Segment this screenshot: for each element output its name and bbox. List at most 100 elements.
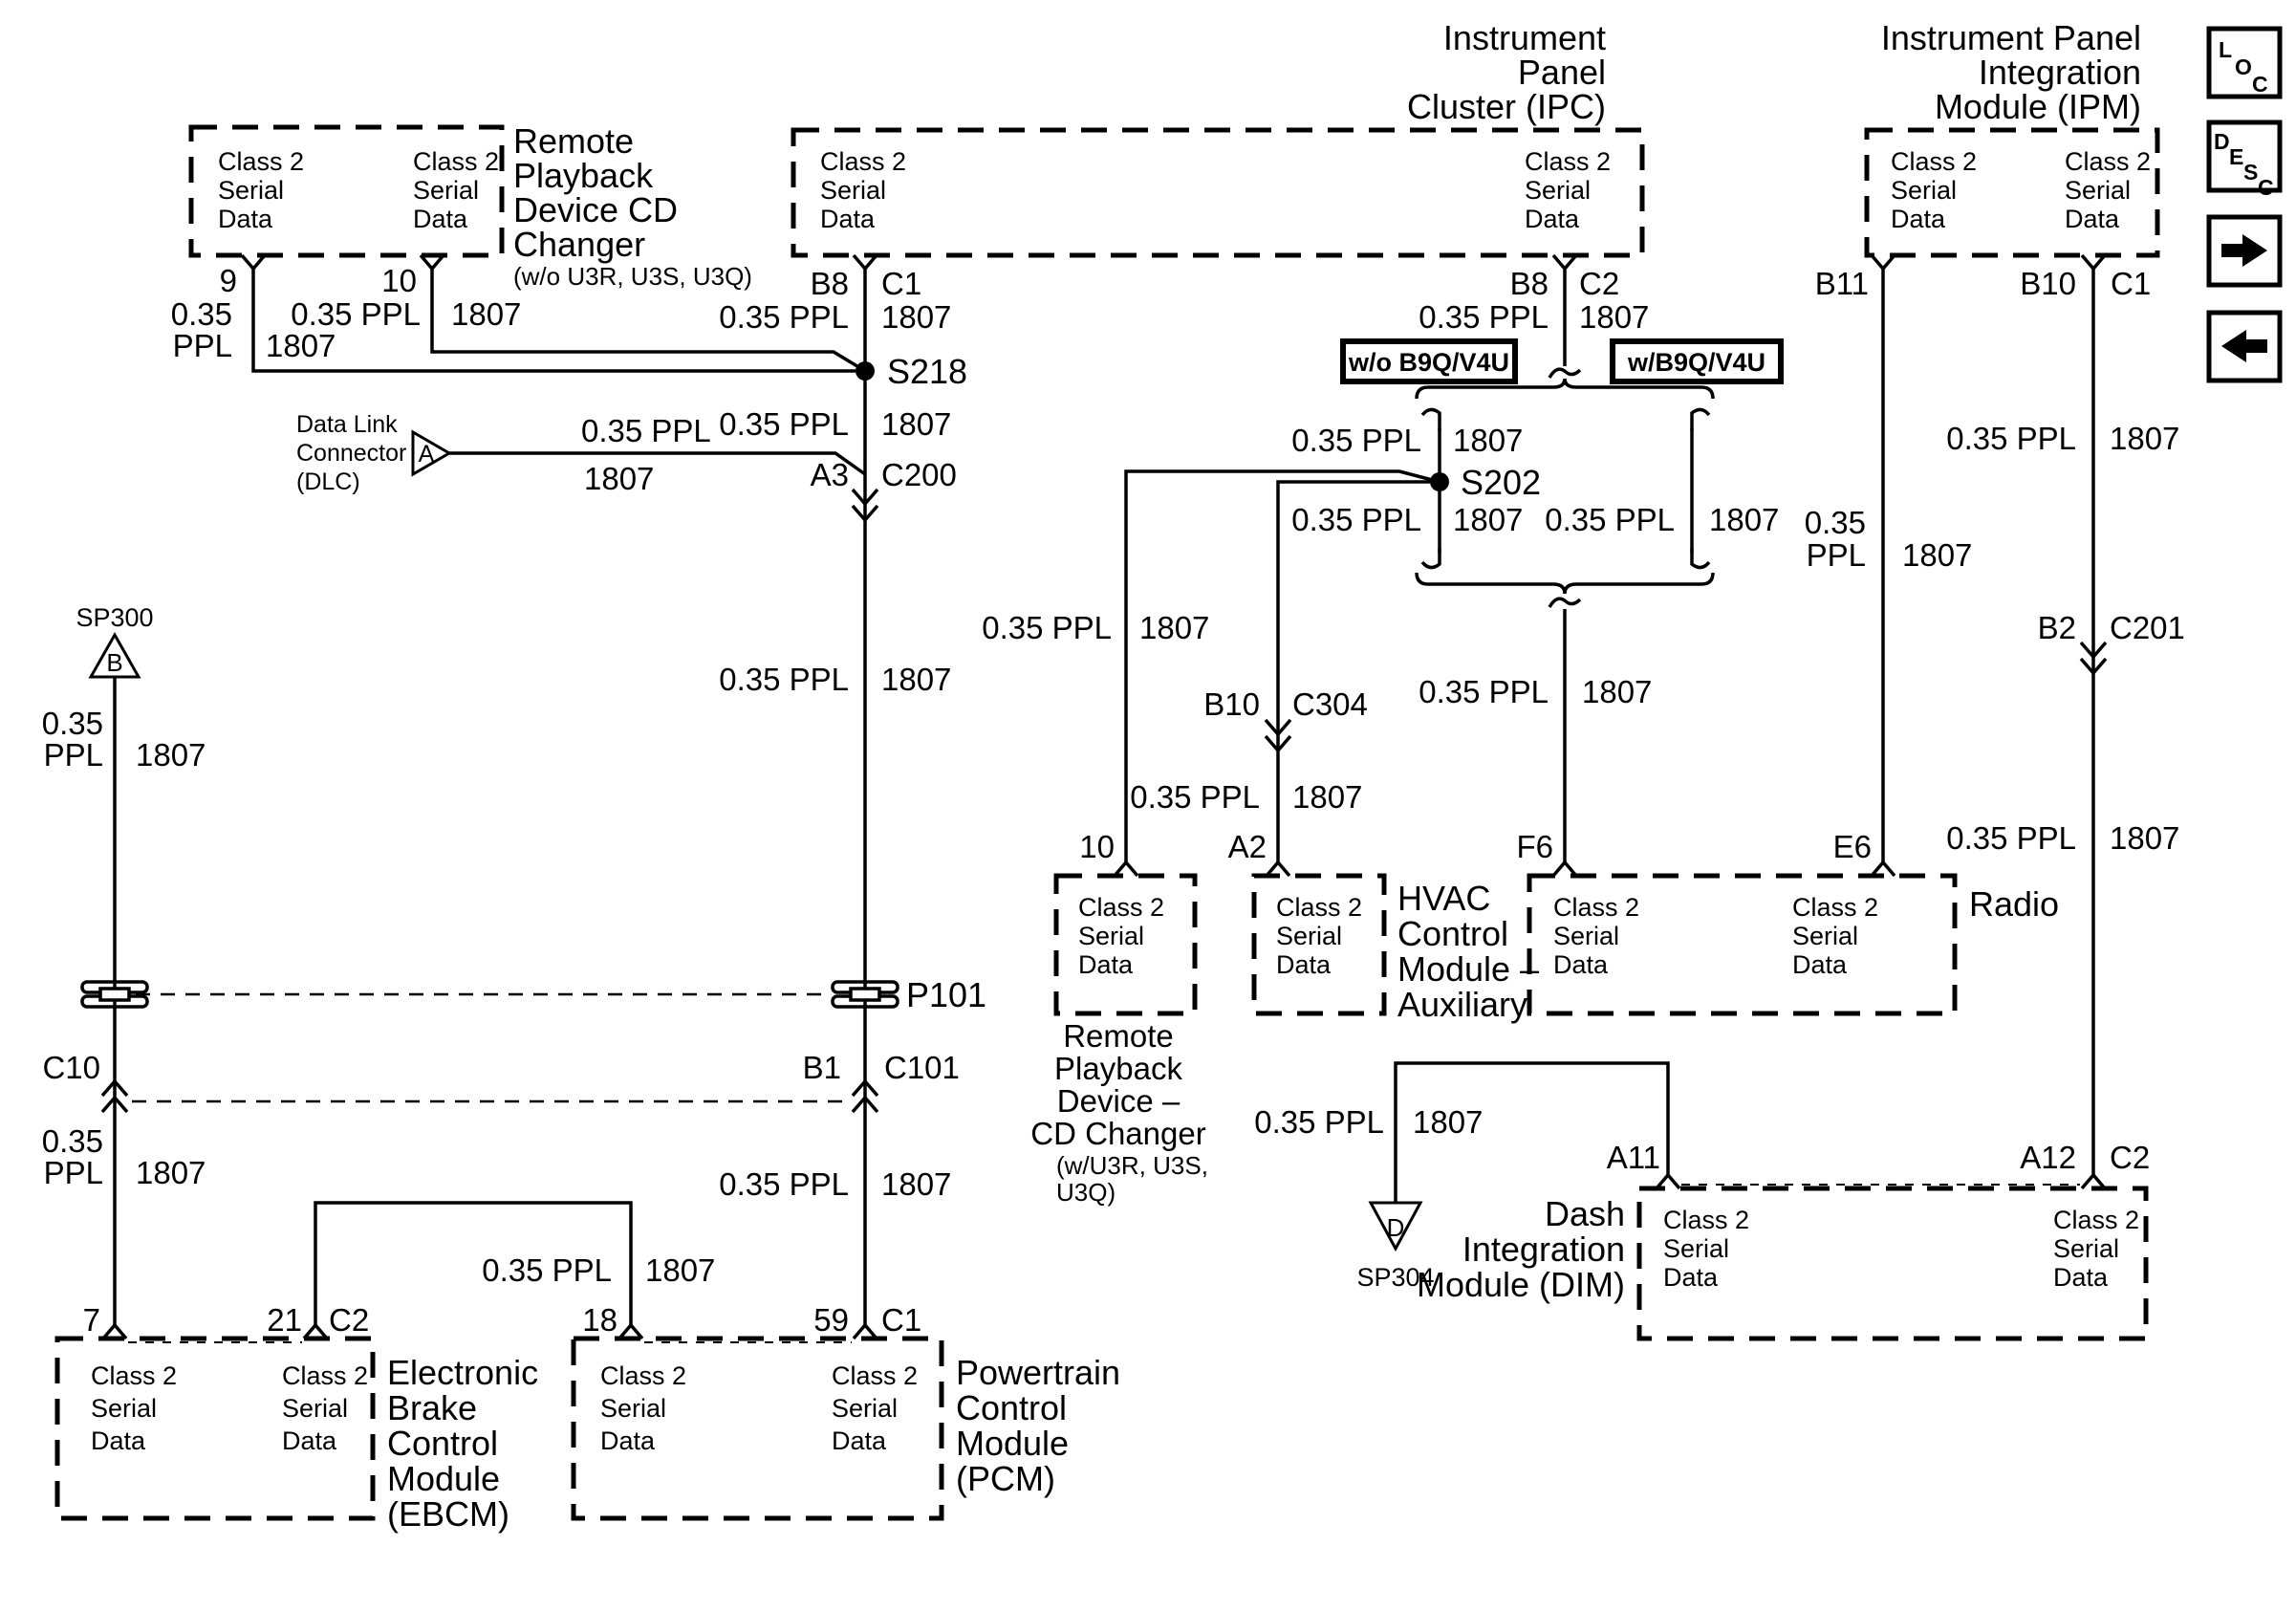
dim-title: Dash Integration Module (DIM)	[1417, 1194, 1625, 1304]
svg-text:1807: 1807	[451, 296, 521, 332]
dlc-reference-triangle-icon	[411, 429, 452, 477]
wire-label-c304-a2: 0.35 PPL 1807	[1130, 779, 1362, 815]
svg-text:Serial: Serial	[2065, 176, 2131, 205]
pin-b11: B11	[1815, 266, 1869, 301]
svg-text:Class 2: Class 2	[820, 147, 906, 176]
class2-ebcm-left: Class 2 Serial Data	[91, 1361, 177, 1455]
class2-ebcm-right: Class 2 Serial Data	[282, 1361, 368, 1455]
svg-text:0.35 PPL: 0.35 PPL	[1545, 502, 1675, 537]
pin-e6: E6	[1833, 829, 1872, 864]
svg-text:0.35: 0.35	[42, 706, 103, 741]
back-arrow-button[interactable]	[2206, 310, 2283, 383]
pin-a11: A11	[1607, 1140, 1660, 1175]
radio-title: Radio	[1969, 884, 2059, 924]
svg-text:Module –: Module –	[1397, 949, 1539, 989]
svg-text:Class 2: Class 2	[1792, 893, 1878, 922]
option-with-label: w/B9Q/V4U	[1627, 348, 1765, 377]
svg-text:Serial: Serial	[832, 1394, 898, 1423]
wire-label-pin10: 0.35 PPL 1807	[291, 296, 521, 332]
svg-text:(DLC): (DLC)	[296, 468, 360, 495]
s218-label: S218	[887, 352, 967, 391]
pin-59: 59	[813, 1302, 849, 1338]
svg-text:Serial: Serial	[1525, 176, 1591, 205]
svg-text:Serial: Serial	[1078, 922, 1144, 950]
svg-text:Integration: Integration	[1462, 1230, 1625, 1269]
conn-c201: C201	[2110, 610, 2185, 645]
svg-text:L: L	[2219, 37, 2232, 62]
svg-text:Connector: Connector	[296, 440, 406, 467]
svg-text:Serial: Serial	[1792, 922, 1858, 950]
s202-label: S202	[1461, 463, 1541, 502]
svg-text:Data: Data	[820, 205, 876, 233]
sp300-ref-letter: B	[106, 648, 122, 677]
svg-text:Data: Data	[1891, 205, 1946, 233]
pin-b8-c2-c2: C2	[1579, 266, 1619, 301]
svg-text:CD Changer: CD Changer	[1030, 1116, 1205, 1151]
svg-text:1807: 1807	[2110, 820, 2179, 856]
back-arrow-icon	[2221, 330, 2267, 362]
svg-text:Cluster (IPC): Cluster (IPC)	[1407, 87, 1606, 126]
pcm-title: Powertrain Control Module (PCM)	[956, 1353, 1120, 1498]
svg-text:Serial: Serial	[820, 176, 886, 205]
svg-text:Module: Module	[387, 1459, 500, 1498]
svg-text:(EBCM): (EBCM)	[387, 1494, 509, 1534]
wire-label-b10c1: 0.35 PPL 1807	[1946, 421, 2179, 456]
pin-f6: F6	[1516, 829, 1553, 864]
svg-text:Serial: Serial	[1276, 922, 1342, 950]
pin-59-c1: C1	[881, 1302, 921, 1338]
svg-text:Device –: Device –	[1057, 1083, 1180, 1119]
sp300-triangle-icon	[88, 631, 141, 679]
svg-text:Data: Data	[282, 1426, 337, 1455]
forward-arrow-button[interactable]	[2206, 214, 2283, 288]
conn-c304: C304	[1292, 686, 1368, 722]
hook-right-bottom	[1690, 549, 1711, 570]
svg-text:Device CD: Device CD	[513, 190, 678, 229]
svg-text:1807: 1807	[881, 406, 951, 442]
svg-text:1807: 1807	[1582, 674, 1652, 709]
svg-text:0.35 PPL: 0.35 PPL	[1419, 674, 1549, 709]
svg-text:Brake: Brake	[387, 1388, 477, 1427]
svg-text:Remote: Remote	[513, 121, 634, 161]
desc-button[interactable]: D E S C	[2206, 120, 2283, 200]
conn-b2: B2	[2038, 610, 2076, 645]
svg-text:0.35 PPL: 0.35 PPL	[1946, 820, 2076, 856]
splice-labels: S218 S202 P101 SP300 B SP304 D	[76, 352, 1541, 1292]
svg-text:PPL: PPL	[44, 737, 103, 773]
wire-label-s218-a3: 0.35 PPL 1807	[719, 406, 951, 442]
svg-text:0.35 PPL: 0.35 PPL	[1254, 1104, 1384, 1140]
svg-text:Control: Control	[956, 1388, 1067, 1427]
cd-changer-wo-box	[188, 124, 505, 258]
svg-text:Data: Data	[600, 1426, 656, 1455]
svg-text:Instrument: Instrument	[1443, 18, 1606, 57]
svg-text:Module (DIM): Module (DIM)	[1417, 1265, 1625, 1304]
svg-text:0.35 PPL: 0.35 PPL	[1291, 423, 1421, 458]
tilde-bottom	[1548, 597, 1582, 608]
svg-text:0.35 PPL: 0.35 PPL	[982, 610, 1112, 645]
option-without-label: w/o B9Q/V4U	[1348, 348, 1509, 377]
svg-text:Module: Module	[956, 1424, 1069, 1463]
loc-button[interactable]: L O C	[2206, 26, 2283, 99]
wire-label-s202-upper: 0.35 PPL 1807	[1291, 423, 1523, 458]
svg-text:Class 2: Class 2	[1276, 893, 1362, 922]
svg-text:Data: Data	[1792, 950, 1848, 979]
pin-9: 9	[220, 263, 237, 298]
svg-text:1807: 1807	[645, 1252, 715, 1288]
svg-text:Class 2: Class 2	[832, 1361, 918, 1390]
svg-text:1807: 1807	[1453, 502, 1523, 537]
svg-text:Serial: Serial	[282, 1394, 348, 1423]
sp300-label: SP300	[76, 603, 153, 632]
pin-10: 10	[381, 263, 417, 298]
svg-text:(w/U3R, U3S,: (w/U3R, U3S,	[1056, 1151, 1208, 1180]
svg-text:0.35 PPL: 0.35 PPL	[719, 662, 849, 697]
svg-text:1807: 1807	[881, 299, 951, 335]
svg-text:U3Q): U3Q)	[1056, 1178, 1116, 1207]
svg-text:1807: 1807	[2110, 421, 2179, 456]
svg-text:Class 2: Class 2	[1891, 147, 1977, 176]
svg-text:Class 2: Class 2	[600, 1361, 686, 1390]
sp304-label: SP304	[1356, 1263, 1434, 1292]
